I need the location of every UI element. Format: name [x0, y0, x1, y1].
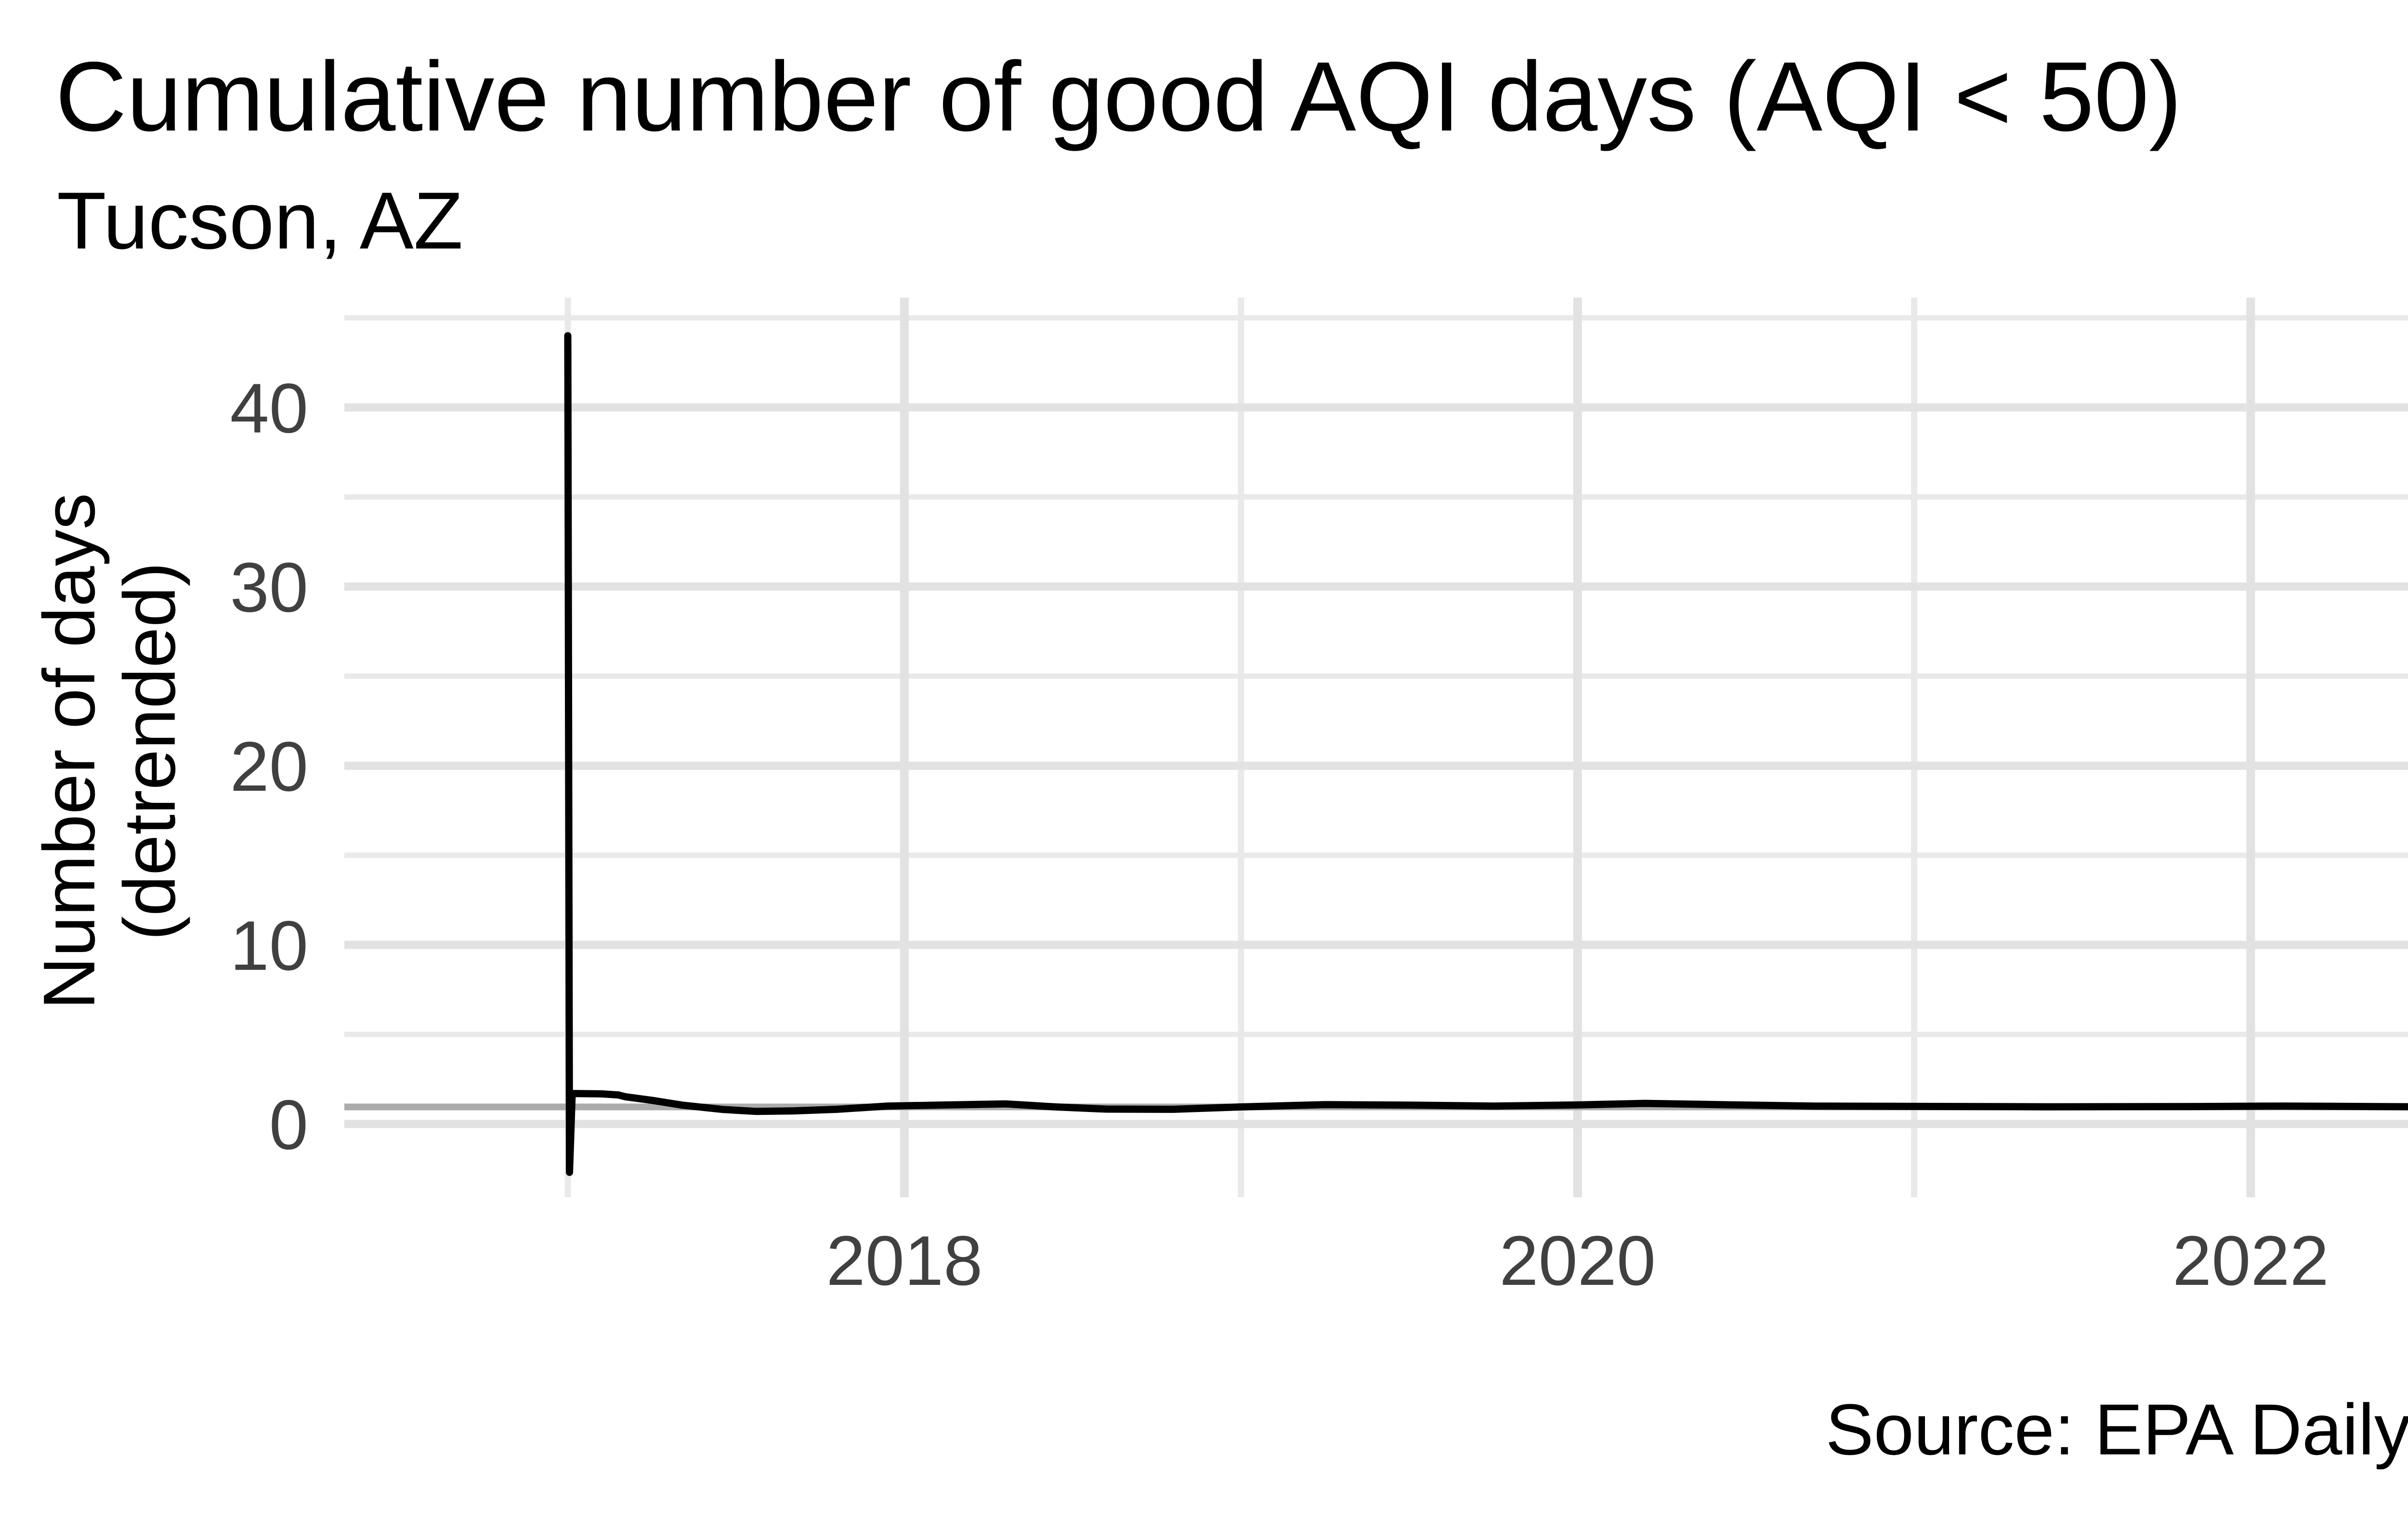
chart-title: Cumulative number of good AQI days (AQI …	[55, 41, 2182, 152]
y-axis-title: Number of days (detrended)	[28, 493, 191, 1010]
y-tick-label: 10	[230, 906, 308, 985]
y-axis-title-line2: (detrended)	[109, 562, 191, 941]
y-tick-label: 0	[269, 1085, 308, 1164]
x-axis-tick-labels: 2018202020222024	[826, 1221, 2329, 1300]
gridlines-major	[344, 298, 2408, 1197]
chart-subtitle: Tucson, AZ	[57, 175, 463, 266]
gridlines-minor	[344, 298, 2408, 1197]
y-tick-label: 40	[230, 369, 308, 447]
y-axis-title-line1: Number of days	[28, 493, 110, 1010]
x-tick-label: 2022	[2172, 1221, 2329, 1300]
x-tick-label: 2020	[1499, 1221, 1656, 1300]
data-line	[564, 332, 2408, 1176]
x-tick-label: 2018	[826, 1221, 983, 1300]
y-tick-label: 30	[230, 548, 308, 627]
y-tick-label: 20	[230, 727, 308, 806]
series-line	[564, 332, 2408, 1176]
y-axis-tick-labels: 0 10 20 30 40	[230, 369, 308, 1164]
source-note: Source: EPA Daily Air Quality Tracker	[1825, 1389, 2408, 1470]
